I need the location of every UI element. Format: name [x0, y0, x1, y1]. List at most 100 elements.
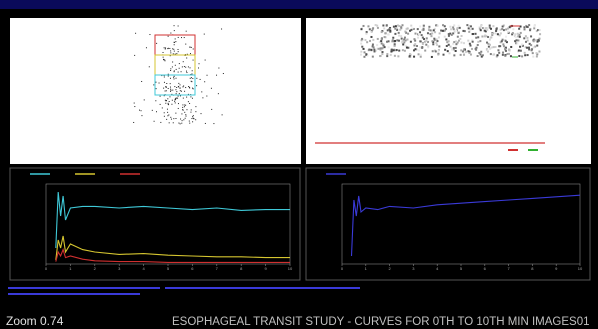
pixel: [410, 25, 412, 27]
pixel: [166, 83, 167, 84]
pixel: [457, 36, 459, 38]
pixel: [386, 55, 388, 57]
pixel: [519, 46, 521, 48]
pixel: [381, 38, 383, 40]
zoom-label: Zoom 0.74: [6, 314, 64, 328]
pixel: [195, 119, 196, 120]
pixel: [455, 40, 457, 42]
pixel: [426, 37, 428, 39]
pixel: [538, 40, 540, 42]
pixel: [405, 45, 407, 47]
pixel: [377, 38, 379, 40]
pixel: [174, 44, 175, 45]
pixel: [493, 53, 495, 55]
pixel: [134, 103, 135, 104]
pixel: [463, 54, 465, 56]
pixel: [399, 29, 401, 31]
pixel: [461, 42, 463, 44]
pixel: [202, 97, 203, 98]
pixel: [494, 32, 496, 34]
pixel: [144, 99, 145, 100]
pixel: [204, 81, 205, 82]
pixel: [176, 87, 177, 88]
pixel: [481, 56, 483, 58]
pixel: [436, 40, 438, 42]
pixel: [427, 32, 429, 34]
pixel: [173, 122, 174, 123]
pixel: [472, 41, 474, 43]
pixel: [453, 47, 455, 49]
pixel: [435, 50, 437, 52]
pixel: [183, 85, 184, 86]
pixel: [360, 54, 362, 56]
pixel: [188, 66, 189, 67]
pixel: [193, 48, 194, 49]
pixel: [505, 40, 507, 42]
pixel: [538, 51, 540, 53]
pixel: [190, 67, 191, 68]
pixel: [433, 38, 435, 40]
pixel: [184, 106, 185, 107]
pixel: [391, 40, 393, 42]
pixel: [380, 47, 382, 49]
pixel: [191, 118, 192, 119]
pixel: [179, 68, 180, 69]
pixel: [462, 50, 464, 52]
pixel: [505, 36, 507, 38]
pixel: [165, 60, 166, 61]
pixel: [174, 30, 175, 31]
pixel: [377, 27, 379, 29]
pixel: [525, 35, 527, 37]
pixel: [418, 33, 420, 35]
pixel: [420, 56, 422, 58]
pixel: [404, 37, 406, 39]
pixel: [178, 123, 179, 124]
pixel: [193, 118, 194, 119]
pixel: [388, 46, 390, 48]
pixel: [510, 46, 512, 48]
pixel: [402, 49, 404, 51]
pixel: [531, 49, 533, 51]
pixel: [176, 93, 177, 94]
pixel: [414, 33, 416, 35]
pixel: [416, 45, 418, 47]
pixel: [159, 82, 160, 83]
pixel: [175, 65, 176, 66]
pixel: [178, 25, 179, 26]
pixel: [196, 85, 197, 86]
chart-frame: [10, 168, 300, 280]
pixel: [432, 50, 434, 52]
pixel: [382, 24, 384, 26]
pixel: [389, 31, 391, 33]
pixel: [184, 104, 185, 105]
pixel: [182, 120, 183, 121]
pixel: [193, 115, 194, 116]
pixel: [453, 54, 455, 56]
pixel: [510, 55, 512, 57]
pixel: [431, 40, 433, 42]
pixel: [360, 51, 362, 53]
pixel: [461, 35, 463, 37]
pixel: [363, 25, 365, 27]
pixel: [178, 51, 179, 52]
pixel: [477, 36, 479, 38]
pixel: [414, 43, 416, 45]
pixel: [183, 98, 184, 99]
pixel: [181, 91, 182, 92]
pixel: [404, 50, 406, 52]
pixel: [447, 50, 449, 52]
pixel: [156, 111, 157, 112]
pixel: [384, 32, 386, 34]
pixel: [442, 30, 444, 32]
pixel: [372, 56, 374, 58]
pixel: [170, 33, 171, 34]
pixel: [174, 71, 175, 72]
pixel: [199, 63, 200, 64]
pixel: [173, 49, 174, 50]
pixel: [407, 33, 409, 35]
pixel: [189, 121, 190, 122]
pixel: [486, 42, 488, 44]
pixel: [453, 24, 455, 26]
pixel: [172, 66, 173, 67]
pixel: [393, 26, 395, 28]
